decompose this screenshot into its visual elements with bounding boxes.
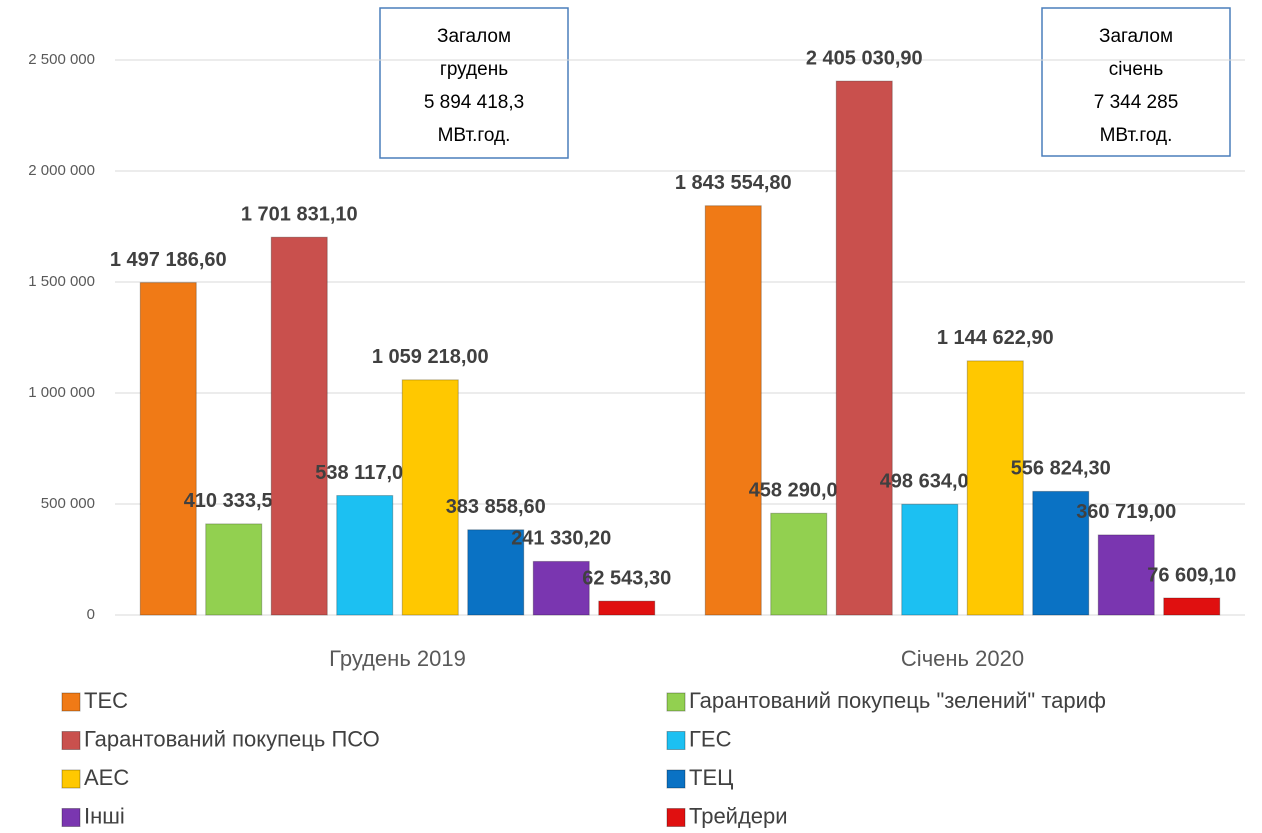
y-tick-label: 0: [87, 606, 95, 623]
bar: [966, 360, 1024, 616]
bar: [598, 600, 656, 616]
value-label: 62 543,30: [582, 567, 671, 589]
value-label: 1 144 622,90: [937, 327, 1054, 349]
legend-label: Інші: [84, 803, 125, 828]
annotation-text: січень: [1109, 59, 1164, 80]
bar: [401, 379, 459, 616]
bar: [835, 80, 893, 616]
y-tick-label: 500 000: [41, 495, 95, 512]
legend-label: ГЕС: [689, 726, 732, 751]
x-tick-label: Грудень 2019: [329, 646, 466, 671]
bar: [532, 560, 590, 616]
bar: [1163, 597, 1221, 616]
legend-label: ТЕС: [84, 688, 128, 713]
legend-label: Трейдери: [689, 803, 788, 828]
value-label: 2 405 030,90: [806, 47, 923, 69]
bar: [704, 205, 762, 616]
bar: [901, 503, 959, 616]
value-label: 556 824,30: [1011, 458, 1111, 480]
annotation-box: [379, 7, 569, 159]
bar: [770, 512, 828, 616]
value-label: 538 117,00: [315, 462, 414, 484]
value-label: 1 843 554,80: [675, 172, 792, 194]
value-label: 76 609,10: [1147, 564, 1236, 586]
annotation-text: Загалом: [1099, 26, 1173, 47]
annotation-box: [1041, 7, 1231, 157]
annotation-text: 5 894 418,3: [424, 92, 524, 113]
annotation-text: МВт.год.: [1100, 125, 1173, 146]
value-label: 410 333,50: [184, 490, 284, 512]
y-tick-label: 2 000 000: [28, 162, 95, 179]
legend-swatch: [61, 692, 81, 712]
annotation-text: МВт.год.: [438, 125, 511, 146]
legend-swatch: [666, 692, 686, 712]
legend-swatch: [666, 731, 686, 750]
y-tick-label: 2 500 000: [28, 51, 95, 68]
y-tick-label: 1 000 000: [28, 384, 95, 401]
annotation-text: 7 344 285: [1094, 92, 1179, 113]
legend-label: Гарантований покупець "зелений" тариф: [689, 688, 1106, 713]
legend-swatch: [61, 731, 81, 750]
bar: [1097, 534, 1155, 616]
bar: [1032, 490, 1090, 616]
legend-label: АЕС: [84, 765, 129, 790]
value-label: 1 497 186,60: [110, 249, 227, 271]
legend-swatch: [666, 769, 686, 789]
legend-swatch: [666, 808, 686, 827]
annotation-text: Загалом: [437, 26, 511, 47]
bar: [336, 495, 394, 616]
value-label: 1 701 831,10: [241, 203, 358, 225]
value-label: 360 719,00: [1076, 501, 1176, 523]
x-tick-label: Січень 2020: [901, 646, 1024, 671]
annotation-text: грудень: [440, 59, 508, 80]
bar: [467, 529, 525, 616]
y-tick-label: 1 500 000: [28, 273, 95, 290]
value-label: 498 634,00: [880, 471, 980, 493]
value-label: 383 858,60: [446, 496, 546, 518]
bar: [139, 282, 197, 616]
legend-swatch: [61, 808, 81, 827]
legend-label: Гарантований покупець ПСО: [84, 726, 380, 751]
legend-swatch: [61, 769, 81, 789]
bar: [270, 236, 328, 616]
value-label: 458 290,00: [749, 480, 849, 502]
value-label: 1 059 218,00: [372, 346, 489, 368]
legend-label: ТЕЦ: [689, 765, 733, 790]
bar: [205, 523, 263, 616]
value-label: 241 330,20: [511, 528, 611, 550]
